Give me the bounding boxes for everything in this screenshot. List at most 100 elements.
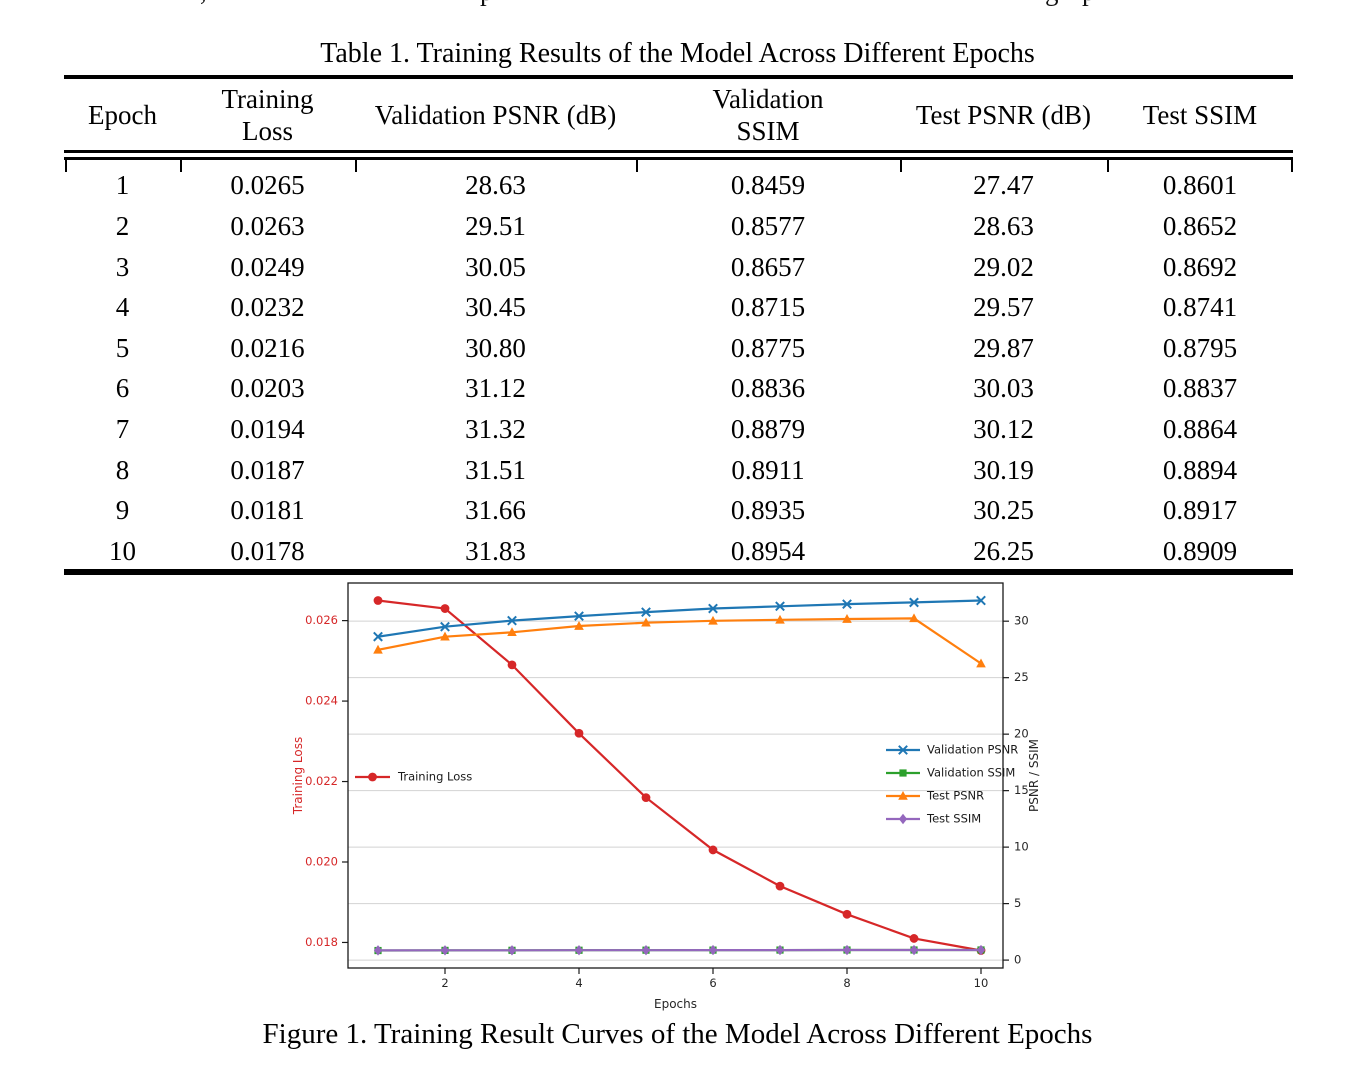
table-row: 10 0.0178 31.83 0.8954 26.25 0.8909 xyxy=(65,531,1293,572)
table-cell: 28.63 xyxy=(465,170,526,201)
column-separator-tick xyxy=(180,160,182,172)
svg-text:Epochs: Epochs xyxy=(654,997,697,1011)
svg-text:Validation PSNR: Validation PSNR xyxy=(927,743,1018,757)
svg-text:30: 30 xyxy=(1014,614,1029,628)
table-cell: 0.8837 xyxy=(1162,373,1238,404)
table-header-row: Epoch Training Loss Validation PSNR (dB) Va… xyxy=(65,80,1293,151)
table-row: 4 0.0232 30.45 0.8715 29.57 0.8741 xyxy=(65,288,1293,329)
table-cell: 0.0263 xyxy=(230,210,305,241)
table-cell: 0.8909 xyxy=(1162,535,1238,566)
table-cell: 0.0203 xyxy=(230,373,305,404)
column-separator-tick xyxy=(636,160,638,172)
table-bottom-rule xyxy=(64,569,1293,575)
table-cell: 0.8459 xyxy=(730,170,806,201)
table-cell: 0.8577 xyxy=(730,210,806,241)
table-cell: 0.8911 xyxy=(731,454,805,485)
svg-text:15: 15 xyxy=(1014,783,1029,797)
table-header-cell: Epoch xyxy=(88,99,157,130)
svg-text:0.020: 0.020 xyxy=(305,854,338,868)
table-cell: 0.8836 xyxy=(730,373,806,404)
svg-text:10: 10 xyxy=(974,976,989,990)
table-cell: 0.8935 xyxy=(730,495,806,526)
table-row: 5 0.0216 30.80 0.8775 29.87 0.8795 xyxy=(65,328,1293,369)
table-cell: 0.8715 xyxy=(730,292,806,323)
svg-text:PSNR / SSIM: PSNR / SSIM xyxy=(1027,739,1041,812)
table-cell: 0.8917 xyxy=(1162,495,1238,526)
svg-text:8: 8 xyxy=(843,976,850,990)
table-cell: 30.19 xyxy=(973,454,1034,485)
table-cell: 0.8652 xyxy=(1162,210,1238,241)
column-separator-tick xyxy=(65,160,67,172)
svg-text:Training Loss: Training Loss xyxy=(397,770,472,784)
table-cell: 5 xyxy=(115,332,130,363)
svg-text:0.022: 0.022 xyxy=(305,774,338,788)
table-cell: 0.0181 xyxy=(230,495,305,526)
column-separator-tick xyxy=(1107,160,1109,172)
table-cell: 0.8775 xyxy=(730,332,806,363)
cropped-glyph: p xyxy=(1082,0,1096,7)
table-cell: 31.32 xyxy=(465,413,526,444)
table-cell: 3 xyxy=(115,251,130,282)
table-body: 1 0.0265 28.63 0.8459 27.47 0.8601 2 0.0263 29.5… xyxy=(65,166,1293,572)
table-row: 8 0.0187 31.51 0.8911 30.19 0.8894 xyxy=(65,450,1293,491)
figure-caption: Figure 1. Training Result Curves of the … xyxy=(262,1018,1093,1050)
svg-text:20: 20 xyxy=(1014,727,1029,741)
table-header-cell: Test SSIM xyxy=(1142,99,1258,130)
table-row: 1 0.0265 28.63 0.8459 27.47 0.8601 xyxy=(65,166,1293,207)
figure-chart: 0.018 0.020 0.022 0.024 0.026 0 5 10 15 20 25 30 2 4 6… xyxy=(280,575,1070,1020)
results-table: Epoch Training Loss Validation PSNR (dB) Va… xyxy=(65,80,1293,566)
svg-text:0.026: 0.026 xyxy=(305,613,338,627)
svg-text:25: 25 xyxy=(1014,670,1029,684)
table-header-rule xyxy=(64,157,1293,160)
table-caption: Table 1. Training Results of the Model A… xyxy=(320,38,1035,69)
training-curves-plot: 0.018 0.020 0.022 0.024 0.026 0 5 10 15 20 25 30 2 4 6… xyxy=(291,582,1041,1011)
table-cell: 4 xyxy=(115,292,130,323)
svg-text:Validation SSIM: Validation SSIM xyxy=(927,766,1015,780)
svg-text:Test PSNR: Test PSNR xyxy=(926,789,984,803)
column-separator-tick xyxy=(355,160,357,172)
table-cell: 29.02 xyxy=(973,251,1034,282)
table-cell: 1 xyxy=(115,170,130,201)
table-cell: 0.8741 xyxy=(1162,292,1238,323)
cropped-glyph: p xyxy=(480,0,494,7)
table-row: 7 0.0194 31.32 0.8879 30.12 0.8864 xyxy=(65,410,1293,451)
table-cell: 30.80 xyxy=(465,332,526,363)
svg-text:10: 10 xyxy=(1014,840,1029,854)
column-separator-tick xyxy=(1291,160,1293,172)
table-row: 9 0.0181 31.66 0.8935 30.25 0.8917 xyxy=(65,491,1293,532)
table-cell: 0.8657 xyxy=(730,251,806,282)
cropped-glyph: , xyxy=(200,0,207,7)
cropped-glyph: g xyxy=(1045,0,1059,7)
table-cell: 0.0194 xyxy=(230,413,305,444)
table-cell: 30.05 xyxy=(465,251,526,282)
table-cell: 10 xyxy=(109,535,136,566)
table-cell: 29.51 xyxy=(465,210,526,241)
table-cell: 29.57 xyxy=(973,292,1034,323)
table-cell: 29.87 xyxy=(973,332,1034,363)
svg-text:Training Loss: Training Loss xyxy=(291,737,305,815)
table-cell: 0.8795 xyxy=(1162,332,1238,363)
svg-text:4: 4 xyxy=(575,976,582,990)
svg-text:5: 5 xyxy=(1014,896,1021,910)
table-cell: 0.8879 xyxy=(730,413,806,444)
table-cell: 30.25 xyxy=(973,495,1034,526)
table-cell: 30.45 xyxy=(465,292,526,323)
table-cell: 31.12 xyxy=(465,373,526,404)
table-cell: 30.12 xyxy=(973,413,1034,444)
cropped-text-fragment: , p g p xyxy=(0,0,1355,8)
table-row: 3 0.0249 30.05 0.8657 29.02 0.8692 xyxy=(65,247,1293,288)
table-cell: 31.66 xyxy=(465,495,526,526)
table-cell: 0.8894 xyxy=(1162,454,1238,485)
svg-text:Test SSIM: Test SSIM xyxy=(926,812,981,826)
table-cell: 0.8864 xyxy=(1162,413,1238,444)
table-cell: 26.25 xyxy=(973,535,1034,566)
svg-text:0: 0 xyxy=(1014,953,1021,967)
table-cell: 0.0216 xyxy=(230,332,305,363)
svg-text:2: 2 xyxy=(441,976,448,990)
table-cell: 28.63 xyxy=(973,210,1034,241)
table-cell: 0.0232 xyxy=(230,292,305,323)
table-cell: 0.0178 xyxy=(230,535,305,566)
table-cell: 6 xyxy=(115,373,130,404)
table-cell: 31.83 xyxy=(465,535,526,566)
